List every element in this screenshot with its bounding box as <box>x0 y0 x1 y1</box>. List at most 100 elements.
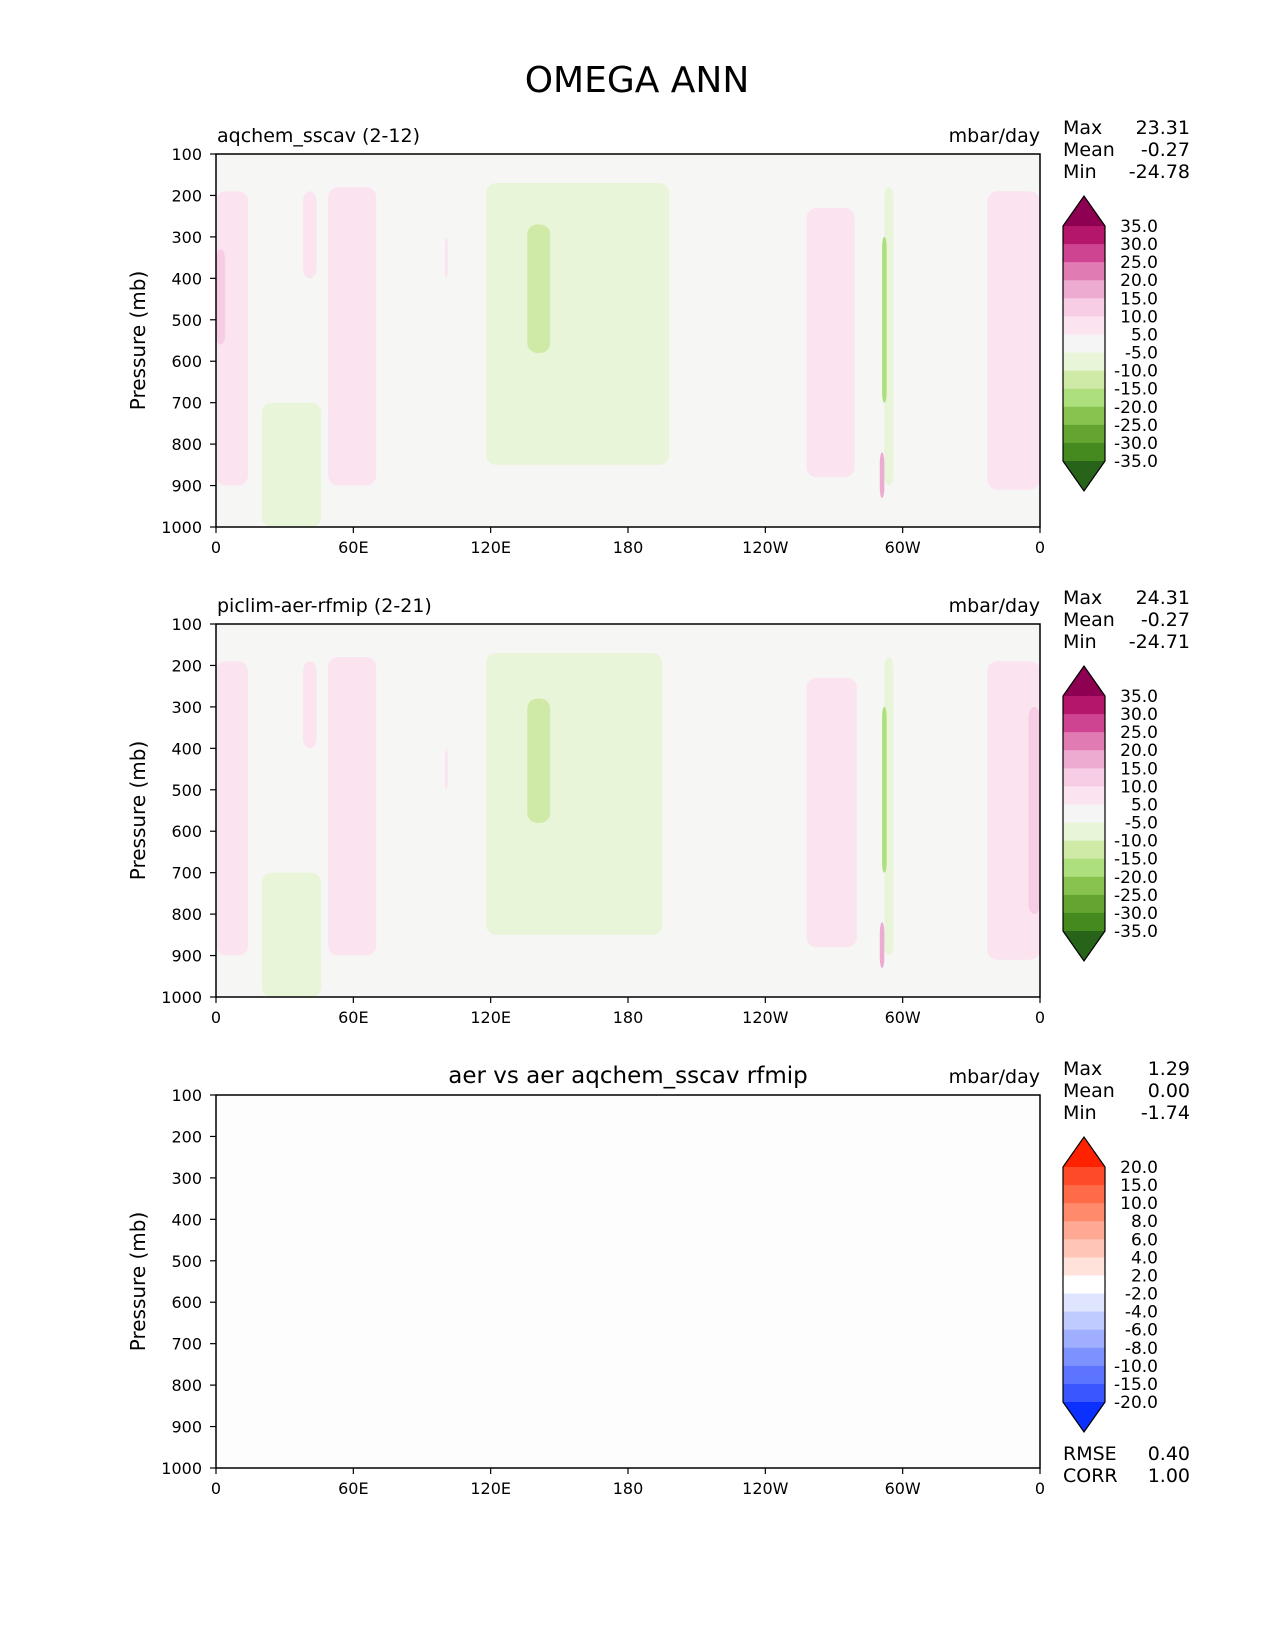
colorbar-tick-label: -20.0 <box>1114 868 1158 888</box>
colorbar-segment <box>1063 1293 1105 1313</box>
plot-area <box>216 1095 1040 1468</box>
colorbar-tick-label: -30.0 <box>1114 434 1158 454</box>
colorbar-segment <box>1063 1221 1105 1240</box>
colorbar-segment <box>1063 1257 1105 1277</box>
colorbar-tick-label: -30.0 <box>1114 904 1158 924</box>
colorbar-segment <box>1063 316 1105 336</box>
contour-region-3 <box>302 191 317 279</box>
colorbar-tick-label: 25.0 <box>1120 723 1158 743</box>
stat-value: -24.71 <box>1129 631 1190 653</box>
colorbar-segment <box>1063 388 1105 408</box>
colorbar-tick-label: -2.0 <box>1125 1285 1158 1305</box>
colorbar-tick-label: -6.0 <box>1125 1321 1158 1341</box>
units-label: mbar/day <box>949 1066 1040 1088</box>
colorbar-tick-label: -10.0 <box>1114 1357 1158 1377</box>
stat-value: -0.27 <box>1141 139 1190 161</box>
contour-region-2 <box>302 661 317 749</box>
x-tick-label: 0 <box>211 538 221 557</box>
colorbar-extend-bottom <box>1063 461 1105 491</box>
x-tick-label: 120W <box>742 1008 789 1027</box>
colorbar-tick-label: 15.0 <box>1120 759 1158 779</box>
stat-value: 0.00 <box>1148 1080 1190 1102</box>
colorbar-tick-label: 8.0 <box>1131 1212 1158 1232</box>
colorbar-segment <box>1063 912 1105 932</box>
colorbar-extend-bottom <box>1063 931 1105 961</box>
panel-1: aqchem_sscav (2-12) mbar/day 100 200 300 400 5… <box>126 117 1190 557</box>
contour-region-12 <box>987 191 1040 490</box>
colorbar-tick-label: -10.0 <box>1114 832 1158 852</box>
stat-label: Min <box>1063 631 1097 653</box>
colorbar-segment <box>1063 442 1105 462</box>
units-label: mbar/day <box>949 595 1040 617</box>
panel-3: aer vs aer aqchem_sscav rfmip mbar/day 100… <box>126 1058 1190 1498</box>
colorbar-tick-label: 4.0 <box>1131 1248 1158 1268</box>
stat-value: -24.78 <box>1129 161 1190 183</box>
y-tick-label: 500 <box>171 781 202 800</box>
colorbar-segment <box>1063 1185 1105 1204</box>
colorbar-tick-label: 20.0 <box>1120 271 1158 291</box>
colorbar-segment <box>1063 298 1105 317</box>
colorbar-tick-label: 6.0 <box>1131 1230 1158 1250</box>
colorbar-tick-label: -35.0 <box>1114 452 1158 472</box>
x-tick-label: 0 <box>1035 1008 1045 1027</box>
stat-label: Min <box>1063 161 1097 183</box>
colorbar-extend-top <box>1063 1137 1105 1167</box>
y-tick-label: 100 <box>171 1086 202 1105</box>
contour-region-4 <box>444 748 448 790</box>
contour-region-4 <box>328 187 377 486</box>
panel-2: piclim-aer-rfmip (2-21) mbar/day 100 200 300… <box>126 587 1190 1027</box>
units-label: mbar/day <box>949 125 1040 147</box>
colorbar-segment <box>1063 786 1105 806</box>
contour-region-7 <box>527 224 551 353</box>
y-tick-label: 100 <box>171 615 202 634</box>
y-tick-label: 700 <box>171 1335 202 1354</box>
colorbar-segment <box>1063 280 1105 299</box>
y-tick-label: 200 <box>171 186 202 205</box>
panel-title: aer vs aer aqchem_sscav rfmip <box>448 1063 807 1089</box>
colorbar-segment <box>1063 1347 1105 1367</box>
contour-region-11 <box>987 661 1040 960</box>
colorbar-segment <box>1063 714 1105 733</box>
colorbar-segment <box>1063 352 1105 372</box>
x-tick-label: 120W <box>742 538 789 557</box>
colorbar-tick-label: 10.0 <box>1120 777 1158 797</box>
contour-region-6 <box>527 698 551 823</box>
y-tick-label: 800 <box>171 1376 202 1395</box>
y-tick-label: 1000 <box>161 1459 202 1478</box>
colorbar-outline <box>1062 664 1106 963</box>
x-tick-label: 180 <box>613 538 644 557</box>
y-tick-label: 600 <box>171 822 202 841</box>
colorbar-tick-label: 30.0 <box>1120 705 1158 725</box>
stat-label: Mean <box>1063 139 1115 161</box>
x-tick-label: 180 <box>613 1479 644 1498</box>
colorbar-segment <box>1063 406 1105 426</box>
colorbar-segment <box>1063 370 1105 390</box>
x-tick-label: 60E <box>338 538 368 557</box>
y-tick-label: 200 <box>171 1127 202 1146</box>
colorbar-tick-label: -4.0 <box>1125 1303 1158 1323</box>
stat-label: Mean <box>1063 609 1115 631</box>
colorbar-segment <box>1063 894 1105 914</box>
colorbar-tick-label: 15.0 <box>1120 289 1158 309</box>
colorbar-tick-label: 10.0 <box>1120 307 1158 327</box>
x-tick-label: 60E <box>338 1479 368 1498</box>
colorbar-segment <box>1063 768 1105 787</box>
colorbar-tick-label: -20.0 <box>1114 1393 1158 1413</box>
y-tick-label: 400 <box>171 1210 202 1229</box>
colorbar-segment <box>1063 1275 1105 1295</box>
y-tick-label: 100 <box>171 145 202 164</box>
figure-title: OMEGA ANN <box>525 60 750 101</box>
contour-region-8 <box>806 207 855 478</box>
metric-value: 0.40 <box>1148 1443 1190 1465</box>
x-tick-label: 180 <box>613 1008 644 1027</box>
stat-value: -1.74 <box>1141 1102 1190 1124</box>
colorbar-tick-label: 10.0 <box>1120 1194 1158 1214</box>
colorbar-segment <box>1063 334 1105 354</box>
colorbar-segment <box>1063 750 1105 769</box>
colorbar-tick-label: -10.0 <box>1114 362 1158 382</box>
colorbar-segment <box>1063 1167 1105 1186</box>
colorbar-segment <box>1063 696 1105 715</box>
colorbar: 35.030.025.020.015.010.05.0-5.0-10.0-15.… <box>1062 194 1158 493</box>
contour-region-5 <box>486 653 663 935</box>
